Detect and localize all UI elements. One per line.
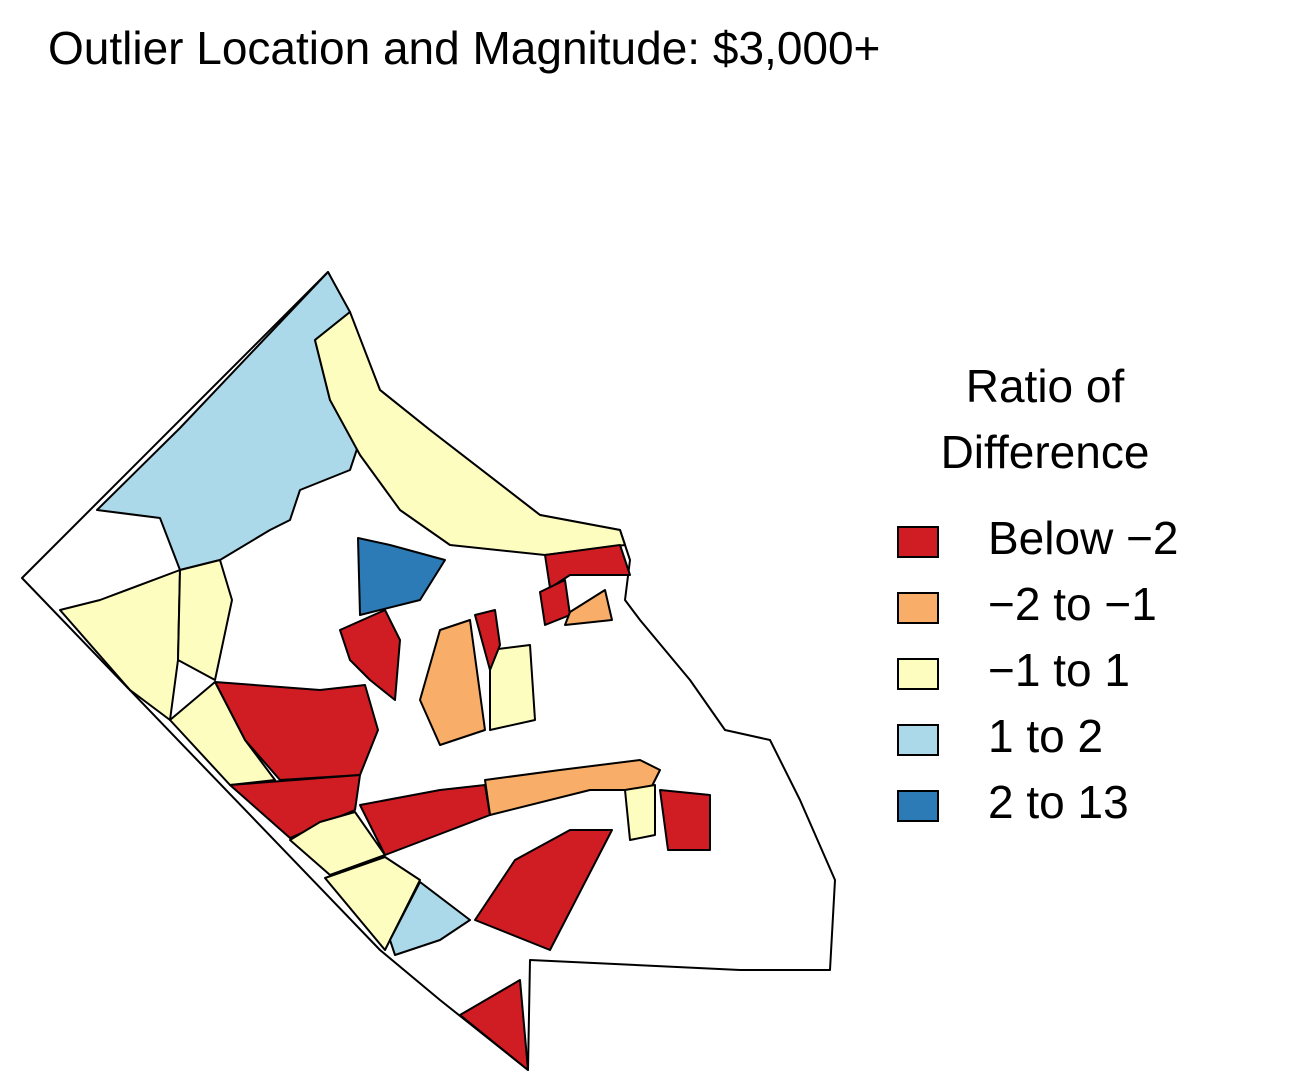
region: [474, 609, 501, 671]
legend-swatch: [897, 790, 939, 822]
region: [339, 609, 401, 701]
region: [624, 784, 656, 841]
legend-title: Difference: [941, 426, 1150, 478]
region: [489, 644, 536, 731]
region: [544, 544, 631, 589]
legend-swatch: [897, 658, 939, 690]
legend-label: −1 to 1: [988, 644, 1130, 696]
legend-title: Ratio of: [966, 360, 1125, 412]
legend-swatch: [897, 592, 939, 624]
region: [359, 784, 491, 856]
map: [21, 271, 836, 1071]
map-title: Outlier Location and Magnitude: $3,000+: [48, 22, 880, 74]
region: [484, 759, 661, 816]
legend-label: 1 to 2: [988, 710, 1103, 762]
legend-label: 2 to 13: [988, 776, 1129, 828]
region: [357, 537, 446, 616]
legend-label: Below −2: [988, 512, 1179, 564]
region: [459, 979, 529, 1071]
region: [169, 681, 276, 786]
legend-swatch: [897, 724, 939, 756]
legend: Below −2 −2 to −1 −1 to 1 1 to 2 2 to 13: [897, 512, 1179, 828]
region: [289, 811, 386, 876]
region: [659, 789, 711, 851]
region: [314, 311, 626, 556]
region: [419, 619, 486, 746]
region: [177, 559, 233, 681]
region: [564, 589, 613, 626]
legend-swatch: [897, 526, 939, 558]
legend-label: −2 to −1: [988, 578, 1157, 630]
region: [474, 829, 613, 951]
region: [389, 881, 471, 956]
